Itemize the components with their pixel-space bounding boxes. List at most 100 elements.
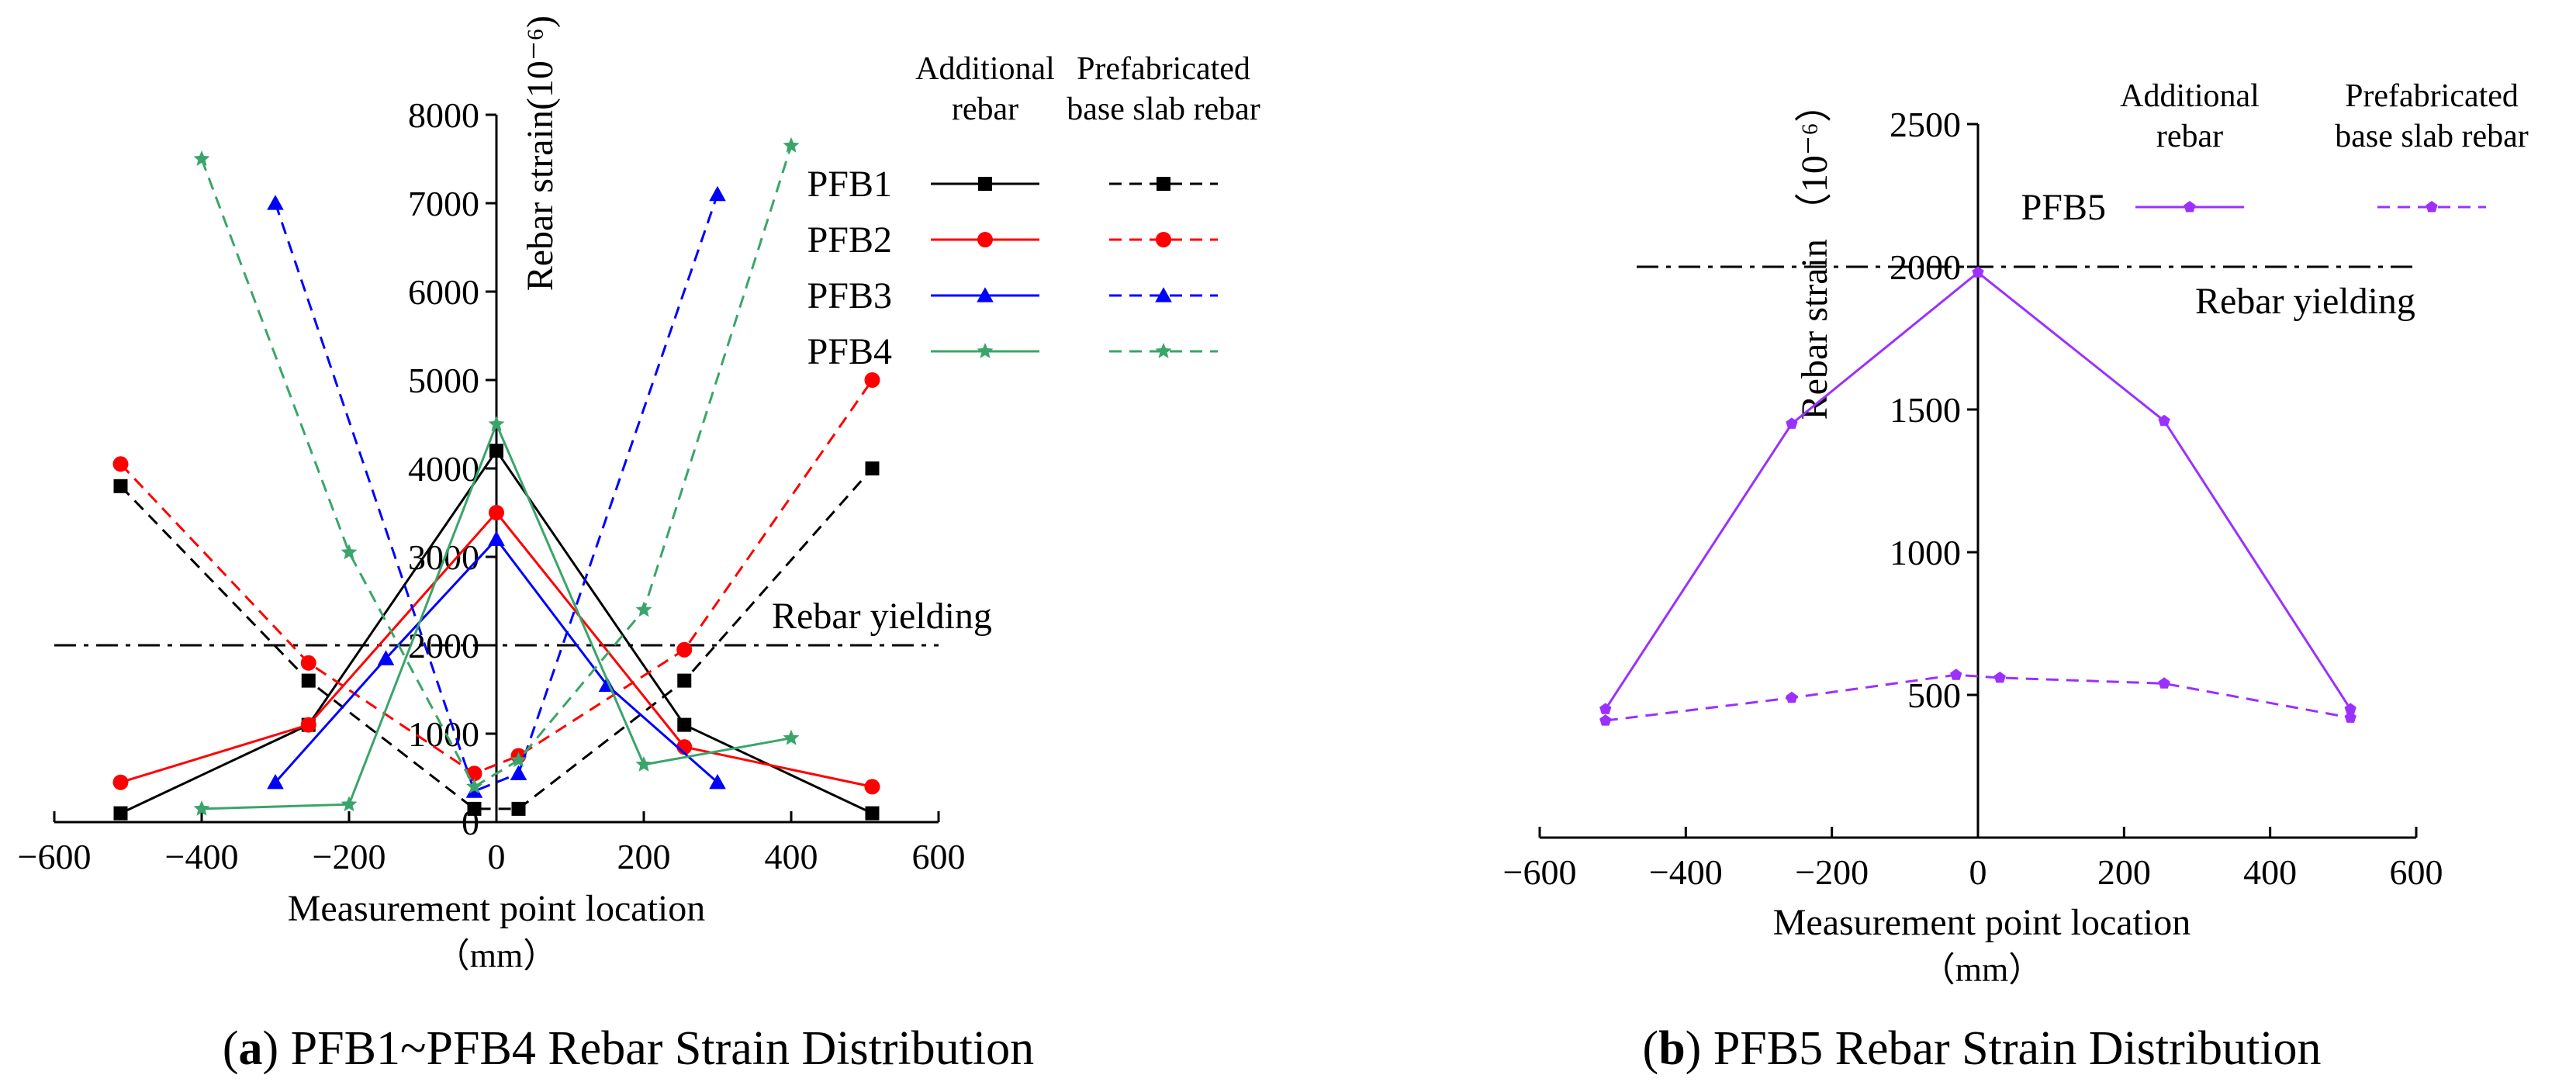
y-axis-label: Rebar strain （10⁻⁶） [1794,85,1835,420]
pfb1-prefabricated-point [677,673,692,688]
y-tick-label: 5000 [408,361,479,400]
pfb4-additional-point [783,729,800,745]
legend-header-additional-1: Additional [915,51,1055,87]
pfb2-prefabricated-point [112,456,129,472]
pfb1-prefabricated-line [119,468,873,810]
pfb4-additional-point [341,796,358,812]
y-tick-label: 6000 [408,272,479,312]
pfb2-additional-point [864,779,880,795]
pfb1-prefabricated-point [113,479,128,493]
pfb2-prefabricated-point [676,641,693,658]
series-pfb1 [113,444,880,821]
caption-letter: b [1658,1022,1685,1075]
pfb2-additional-point [112,774,129,790]
x-tick-label: −200 [1795,852,1869,892]
x-tick-label: 600 [2390,852,2443,892]
caption: (b) PFB5 Rebar Strain Distribution [1643,1022,2322,1075]
legend-label-pfb5: PFB5 [2021,187,2106,228]
y-tick-label: 1500 [1890,390,1961,430]
series-pfb5 [1599,266,2356,726]
pfb3-additional-point [709,773,726,790]
panel-a: −600 −400 −200 0 200 400 600010002000300040005… [18,16,1260,1075]
pfb4-additional-point [488,416,505,431]
pfb4-prefabricated-point [635,601,652,617]
legend-header-prefab-1: Prefabricated [2345,78,2519,114]
pfb1-additional-point [113,806,128,821]
caption-open: ( [1643,1022,1659,1075]
x-tick-label: 400 [2243,852,2297,892]
y-tick-label: 2500 [1890,105,1961,144]
pfb5-prefabricated-point [2344,711,2356,723]
pfb4-additional-point [635,755,652,772]
pfb3-additional-point [488,530,505,546]
x-axis-label: Measurement point location [288,888,706,929]
x-axis-unit: （mm） [1921,951,2042,989]
pfb4-prefabricated-point [193,150,210,166]
x-tick-label: 0 [1969,852,1987,892]
legend-header-additional-2: rebar [2156,119,2223,154]
pfb5-prefabricated-point [1599,714,1612,726]
pfb1-prefabricated-point [511,801,526,816]
legend-marker-prefab [1157,177,1170,191]
y-tick-label: 1000 [408,714,479,754]
x-tick-label: −400 [165,837,239,876]
pfb4-prefabricated-point [783,136,800,153]
legend-marker-additional [2184,201,2196,213]
pfb5-additional-point [1786,417,1798,429]
y-tick-label: 500 [1907,676,1961,715]
yield-label: Rebar yielding [772,596,992,637]
legend-marker-additional [977,232,993,247]
series-pfb2 [112,372,880,795]
caption: (a) PFB1~PFB4 Rebar Strain Distribution [223,1022,1034,1075]
x-tick-label: 0 [488,837,506,876]
pfb4-prefabricated-line [200,145,793,789]
pfb1-additional-point [677,717,692,732]
y-tick-label: 8000 [408,95,479,135]
pfb3-additional-point [377,650,395,665]
pfb3-prefabricated-line [274,194,719,793]
pfb3-prefabricated-point [510,765,527,780]
pfb1-prefabricated-point [865,461,880,475]
legend-header-prefab-2: base slab rebar [1067,92,1260,127]
panel-b: −600 −400 −200 0 200 400 600500100015002000250… [1503,78,2529,1075]
pfb5-prefabricated-point [1950,669,1962,680]
legend: Additional rebar Prefabricated base slab re… [807,51,1260,372]
x-tick-label: −200 [313,837,386,876]
y-tick-label: 7000 [408,184,479,223]
caption-open: ( [223,1022,239,1075]
x-axis-unit: （mm） [436,937,557,975]
x-tick-label: 600 [912,837,966,876]
x-tick-label: −600 [1503,852,1577,892]
pfb5-prefabricated-point [1786,691,1798,703]
x-tick-label: 200 [617,837,671,876]
pfb3-prefabricated-point [267,195,284,210]
x-tick-label: −600 [18,837,92,876]
legend-header-additional-2: rebar [952,92,1018,127]
legend-label-pfb1: PFB1 [807,164,892,205]
legend-marker-prefab [2426,201,2438,213]
pfb2-prefabricated-point [864,372,880,388]
legend-marker-prefab [1156,232,1171,247]
pfb5-additional-point [2158,414,2170,427]
pfb3-additional-point [267,773,284,790]
pfb4-additional-point [193,800,210,816]
x-tick-label: −400 [1649,852,1723,892]
pfb5-additional-point [2344,703,2356,714]
pfb4-prefabricated-point [341,544,358,560]
caption-letter: a [239,1022,263,1075]
pfb5-prefabricated-line [1605,673,2351,722]
y-tick-label: 4000 [408,449,479,489]
caption-text: ) PFB1~PFB4 Rebar Strain Distribution [263,1022,1035,1075]
legend-marker-prefab [1155,287,1172,302]
y-tick-label: 1000 [1890,533,1961,572]
caption-text: ) PFB5 Rebar Strain Distribution [1686,1022,2322,1075]
pfb4-prefabricated-point [510,752,527,768]
pfb2-prefabricated-point [300,655,316,671]
pfb3-prefabricated-point [709,185,726,202]
y-axis-label: Rebar strain(10⁻⁶) [520,16,561,291]
x-tick-label: 200 [2097,852,2151,892]
legend-header-prefab-1: Prefabricated [1077,51,1250,87]
pfb1-additional-point [865,806,880,821]
pfb1-prefabricated-point [301,673,316,688]
